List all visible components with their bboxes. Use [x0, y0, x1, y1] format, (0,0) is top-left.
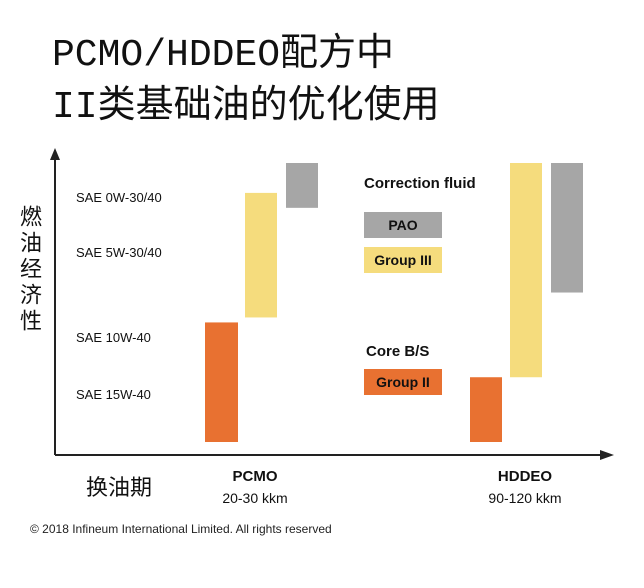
- bar-hddeo-pao: [551, 163, 583, 293]
- y-axis-arrow: [50, 148, 60, 160]
- legend-group2-label: Group II: [376, 374, 430, 390]
- group-label-hddeo: HDDEO: [497, 468, 553, 485]
- y-axis-label: 燃油经济性: [16, 205, 41, 335]
- legend-core-bs: Core B/S: [366, 343, 430, 360]
- legend-group2-swatch: Group II: [364, 369, 442, 395]
- bar-pcmo-pao: [286, 163, 318, 208]
- bar-pcmo-group3: [245, 192, 277, 318]
- y-category-10w: SAE 10W-40: [76, 330, 151, 345]
- x-axis-label: 换油期: [86, 476, 153, 501]
- y-category-5w: SAE 5W-30/40: [76, 245, 162, 260]
- legend-pao-label: PAO: [388, 217, 418, 233]
- bar-pcmo-group2: [205, 322, 238, 442]
- bar-hddeo-group2: [470, 377, 502, 442]
- legend-group3-swatch: Group III: [364, 247, 442, 273]
- group-sub-pcmo: 20-30 kkm: [222, 490, 288, 506]
- x-axis-arrow: [600, 450, 614, 460]
- y-category-15w: SAE 15W-40: [76, 387, 151, 402]
- title-line-2: II类基础油的优化使用: [52, 86, 440, 129]
- legend-pao-swatch: PAO: [364, 212, 442, 238]
- group-sub-hddeo: 90-120 kkm: [488, 490, 562, 506]
- bar-hddeo-group3: [510, 163, 542, 378]
- copyright-notice: © 2018 Infineum International Limited. A…: [30, 522, 332, 536]
- y-category-0w: SAE 0W-30/40: [76, 190, 162, 205]
- legend-correction-fluid: Correction fluid: [364, 175, 476, 192]
- title-line-1: PCMO/HDDEO配方中: [52, 34, 395, 77]
- legend-group3-label: Group III: [374, 252, 432, 268]
- group-label-pcmo: PCMO: [232, 468, 278, 485]
- bars: [205, 163, 583, 442]
